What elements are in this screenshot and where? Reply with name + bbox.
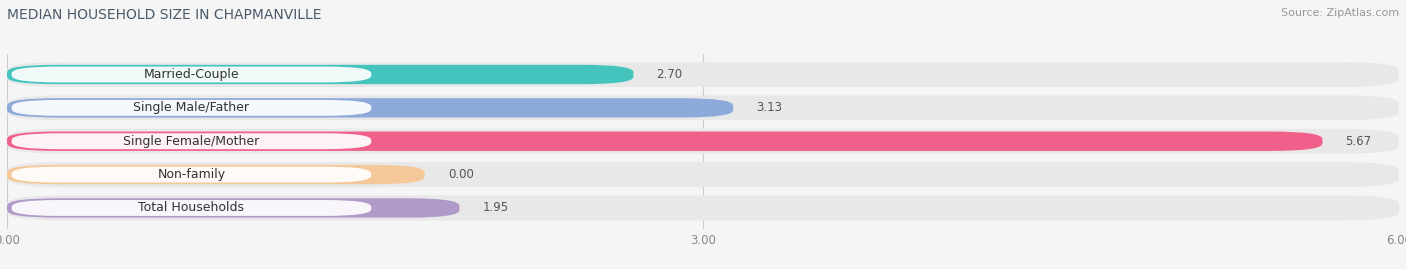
FancyBboxPatch shape	[7, 98, 733, 118]
FancyBboxPatch shape	[7, 198, 460, 218]
Text: Single Female/Mother: Single Female/Mother	[124, 135, 260, 148]
FancyBboxPatch shape	[11, 100, 371, 116]
Text: Single Male/Father: Single Male/Father	[134, 101, 249, 114]
Text: Total Households: Total Households	[138, 201, 245, 214]
FancyBboxPatch shape	[7, 62, 1399, 87]
Text: MEDIAN HOUSEHOLD SIZE IN CHAPMANVILLE: MEDIAN HOUSEHOLD SIZE IN CHAPMANVILLE	[7, 8, 322, 22]
FancyBboxPatch shape	[11, 200, 371, 216]
Text: 1.95: 1.95	[482, 201, 509, 214]
FancyBboxPatch shape	[7, 95, 1399, 120]
FancyBboxPatch shape	[7, 65, 633, 84]
FancyBboxPatch shape	[7, 196, 1399, 221]
FancyBboxPatch shape	[7, 162, 1399, 187]
FancyBboxPatch shape	[11, 66, 371, 82]
Text: 2.70: 2.70	[657, 68, 683, 81]
FancyBboxPatch shape	[7, 165, 425, 184]
FancyBboxPatch shape	[11, 133, 371, 149]
FancyBboxPatch shape	[7, 132, 1323, 151]
Text: 0.00: 0.00	[449, 168, 474, 181]
Text: Married-Couple: Married-Couple	[143, 68, 239, 81]
FancyBboxPatch shape	[11, 167, 371, 183]
Text: 3.13: 3.13	[756, 101, 782, 114]
FancyBboxPatch shape	[7, 129, 1399, 154]
Text: Non-family: Non-family	[157, 168, 225, 181]
Text: 5.67: 5.67	[1346, 135, 1372, 148]
Text: Source: ZipAtlas.com: Source: ZipAtlas.com	[1281, 8, 1399, 18]
